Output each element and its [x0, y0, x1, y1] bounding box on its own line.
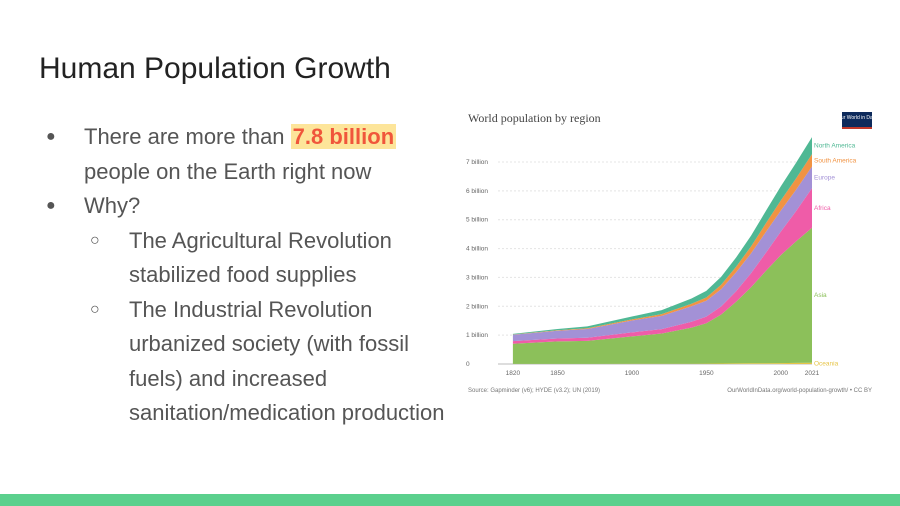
- bullet-circle-icon: ○: [90, 231, 100, 249]
- x-tick-label: 2021: [805, 370, 820, 377]
- series-area-oceania: [512, 362, 812, 364]
- x-tick-label: 1950: [699, 370, 714, 377]
- owid-logo-box: [842, 112, 872, 129]
- bullet-text-why: Why?: [84, 193, 141, 218]
- sub-bullet-agricultural: ○ The Agricultural Revolution stabilized…: [46, 224, 446, 293]
- x-tick-label: 1900: [625, 370, 640, 377]
- bottom-accent-bar: [0, 494, 900, 506]
- series-label-europe: Europe: [814, 174, 835, 181]
- bullet-text-prefix: There are more than: [84, 124, 291, 149]
- y-tick-label: 2 billion: [466, 303, 488, 310]
- chart-source-left: Source: Gapminder (v6); HYDE (v3.2); UN …: [468, 388, 600, 394]
- series-area-europe: [512, 166, 812, 342]
- y-tick-label: 5 billion: [466, 217, 488, 224]
- sub-bullet-industrial: ○ The Industrial Revolution urbanized so…: [46, 293, 446, 431]
- chart-source-right: OurWorldInData.org/world-population-grow…: [727, 388, 872, 394]
- series-area-north-america: [512, 137, 812, 335]
- owid-logo-stripe: [842, 127, 872, 129]
- bullet-dot-icon: ●: [46, 197, 56, 214]
- series-label-asia: Asia: [814, 292, 827, 299]
- y-tick-label: 4 billion: [466, 246, 488, 253]
- chart-title: World population by region: [468, 111, 601, 125]
- sub-bullet-text-industrial: The Industrial Revolution urbanized soci…: [129, 296, 445, 426]
- y-tick-label: 0: [466, 361, 470, 368]
- bullet-circle-icon: ○: [90, 300, 100, 318]
- series-label-north-america: North America: [814, 143, 856, 150]
- bullet-list: ● There are more than 7.8 billion people…: [46, 120, 446, 431]
- y-tick-label: 3 billion: [466, 274, 488, 281]
- bullet-item-population: ● There are more than 7.8 billion people…: [46, 120, 446, 189]
- population-chart: World population by region Our World in …: [466, 111, 877, 394]
- series-label-africa: Africa: [814, 205, 831, 212]
- y-tick-label: 7 billion: [466, 159, 488, 166]
- bullet-text-suffix: people on the Earth right now: [84, 158, 372, 184]
- population-highlight: 7.8 billion: [290, 124, 397, 149]
- series-label-oceania: Oceania: [814, 360, 839, 367]
- owid-logo: Our World in Data: [837, 112, 877, 129]
- y-tick-label: 6 billion: [466, 188, 488, 195]
- bullet-dot-icon: ●: [46, 128, 56, 145]
- x-tick-label: 2000: [774, 370, 789, 377]
- series-label-south-america: South America: [814, 157, 857, 164]
- x-tick-label: 1850: [550, 370, 565, 377]
- y-tick-label: 1 billion: [466, 332, 488, 339]
- x-tick-label: 1820: [506, 370, 521, 377]
- series-area-asia: [512, 227, 812, 364]
- sub-bullet-text-agricultural: The Agricultural Revolution stabilized f…: [129, 227, 392, 288]
- bullet-item-why: ● Why?: [46, 189, 446, 224]
- slide-title: Human Population Growth: [39, 52, 391, 85]
- owid-logo-text: Our World in Data: [837, 115, 877, 121]
